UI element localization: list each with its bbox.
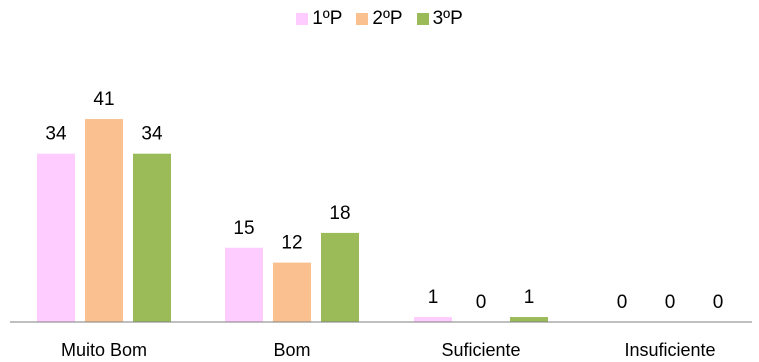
x-tick-label: Insuficiente [624, 340, 715, 360]
data-label: 34 [45, 124, 67, 145]
legend-label: 3ºP [432, 8, 463, 29]
data-label: 0 [713, 292, 724, 313]
bar-suficiente-1 [414, 317, 452, 322]
bar-bom-2 [273, 262, 311, 322]
bar-bom-3 [321, 232, 359, 322]
legend-swatch [416, 13, 429, 25]
legend-label: 1ºP [312, 8, 343, 29]
data-label: 0 [617, 292, 628, 313]
data-label: 1 [524, 287, 535, 308]
data-label: 1 [428, 287, 439, 308]
data-label: 41 [93, 89, 114, 110]
data-label: 0 [665, 292, 676, 313]
data-label: 18 [329, 203, 350, 224]
data-label: 34 [141, 124, 163, 145]
legend-item-1: 1ºP [296, 8, 342, 30]
bar-muito-bom-3 [133, 153, 171, 322]
x-tick-label: Bom [273, 340, 310, 360]
bar-muito-bom-1 [37, 153, 75, 322]
legend: 1ºP 2ºP 3ºP [0, 8, 759, 30]
bar-muito-bom-2 [85, 119, 123, 322]
x-tick-label: Muito Bom [61, 340, 147, 360]
legend-item-2: 2ºP [356, 8, 403, 30]
x-tick-label: Suficiente [441, 340, 520, 360]
data-label: 0 [476, 292, 487, 313]
bar-bom-1 [225, 247, 263, 322]
legend-swatch [296, 13, 309, 25]
legend-swatch [356, 13, 369, 25]
data-label: 15 [233, 218, 254, 239]
legend-item-3: 3ºP [416, 8, 463, 30]
data-label: 12 [281, 233, 302, 254]
bar-suficiente-3 [510, 317, 548, 322]
legend-label: 2ºP [372, 8, 403, 29]
